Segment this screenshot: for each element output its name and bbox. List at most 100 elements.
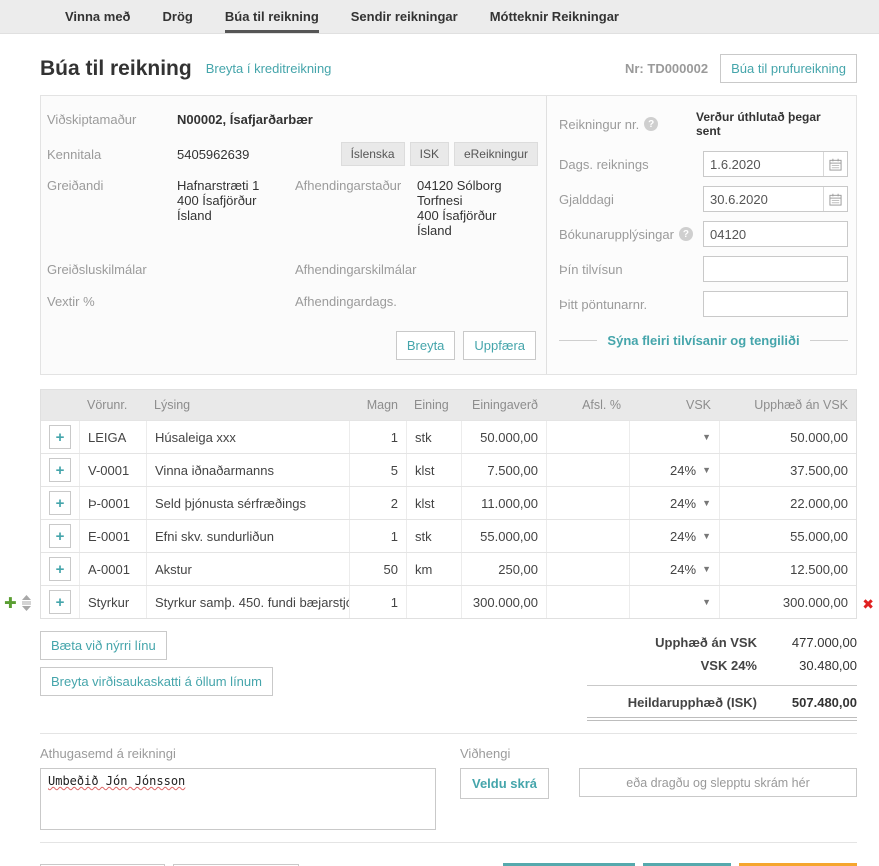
insert-row-icon[interactable]: ✚ (4, 594, 17, 612)
tab-motteknir-reikningar[interactable]: Mótteknir Reikningar (489, 9, 619, 24)
add-row-button[interactable]: + (49, 557, 71, 581)
add-row-button[interactable]: + (49, 524, 71, 548)
unit-price-cell[interactable]: 300.000,00 (461, 586, 546, 618)
vat-dropdown-caret-icon[interactable]: ▼ (702, 432, 711, 442)
vat-cell[interactable]: ▼ (629, 586, 719, 618)
unit-cell[interactable] (406, 586, 461, 618)
page-header: Búa til reikning Breyta í kreditreikning… (40, 54, 857, 83)
unit-cell[interactable]: stk (406, 421, 461, 453)
add-row-button[interactable]: + (49, 491, 71, 515)
save-draft-button[interactable]: Vista drög (643, 863, 731, 866)
quantity-cell[interactable]: 50 (349, 553, 406, 585)
description-cell[interactable]: Efni skv. sundurliðun (146, 520, 349, 552)
unit-price-cell[interactable]: 7.500,00 (461, 454, 546, 486)
vat-cell[interactable]: 24% ▼ (629, 520, 719, 552)
vat-cell[interactable]: 24% ▼ (629, 454, 719, 486)
choose-file-button[interactable]: Veldu skrá (460, 768, 550, 799)
description-cell[interactable]: Vinna iðnaðarmanns (146, 454, 349, 486)
item-no-cell[interactable]: E-0001 (79, 520, 146, 552)
quantity-cell[interactable]: 1 (349, 520, 406, 552)
your-order-no-input[interactable] (703, 291, 848, 317)
vat-dropdown-caret-icon[interactable]: ▼ (702, 531, 711, 541)
description-cell[interactable]: Styrkur samþ. 450. fundi bæjarstjórn (146, 586, 349, 618)
unit-price-cell[interactable]: 50.000,00 (461, 421, 546, 453)
add-row-button[interactable]: + (49, 590, 71, 614)
change-vat-all-lines-button[interactable]: Breyta virðisaukaskatti á öllum línum (40, 667, 273, 696)
invoice-date-calendar-icon[interactable] (823, 152, 847, 176)
unit-price-cell[interactable]: 250,00 (461, 553, 546, 585)
vat-dropdown-caret-icon[interactable]: ▼ (702, 597, 711, 607)
your-reference-input[interactable] (703, 256, 848, 282)
discount-cell[interactable] (546, 586, 629, 618)
comment-textarea[interactable]: Umbeðið Jón Jónsson (40, 768, 436, 830)
tab-drog[interactable]: Drög (162, 9, 193, 24)
description-cell[interactable]: Húsaleiga xxx (146, 421, 349, 453)
unit-price-cell[interactable]: 11.000,00 (461, 487, 546, 519)
change-to-credit-invoice-link[interactable]: Breyta í kreditreikning (205, 61, 332, 76)
drag-row-handle-icon[interactable] (21, 595, 32, 611)
delete-row-icon[interactable]: ✖ (862, 596, 874, 612)
quantity-cell[interactable]: 1 (349, 586, 406, 618)
vat-dropdown-caret-icon[interactable]: ▼ (702, 498, 711, 508)
add-row-button[interactable]: + (49, 458, 71, 482)
quantity-cell[interactable]: 2 (349, 487, 406, 519)
vat-cell[interactable]: ▼ (629, 421, 719, 453)
quantity-cell[interactable]: 1 (349, 421, 406, 453)
unit-price-cell[interactable]: 55.000,00 (461, 520, 546, 552)
vat-cell[interactable]: 24% ▼ (629, 487, 719, 519)
booking-info-help-icon[interactable]: ? (678, 227, 693, 241)
tab-sendir-reikningar[interactable]: Sendir reikningar (350, 9, 458, 24)
unit-cell[interactable]: stk (406, 520, 461, 552)
discount-cell[interactable] (546, 454, 629, 486)
header-unit-price: Einingaverð (471, 398, 538, 412)
vat-dropdown-caret-icon[interactable]: ▼ (702, 465, 711, 475)
discount-cell[interactable] (546, 487, 629, 519)
item-no-cell[interactable]: A-0001 (79, 553, 146, 585)
customer-value[interactable]: N00002, Ísafjarðarbær (177, 112, 313, 127)
your-order-no-label: Þitt pöntunarnr. (559, 296, 648, 312)
einvoice-badge[interactable]: eReikningur (453, 142, 538, 166)
header-amount: Upphæð án VSK (754, 398, 848, 412)
due-date-input[interactable]: 30.6.2020 (703, 186, 848, 212)
language-badge[interactable]: Íslenska (340, 142, 405, 166)
continue-button[interactable]: Halda áfram → (738, 863, 857, 866)
discount-cell[interactable] (546, 553, 629, 585)
item-no-cell[interactable]: V-0001 (79, 454, 146, 486)
discount-cell[interactable] (546, 520, 629, 552)
description-cell[interactable]: Seld þjónusta sérfræðings (146, 487, 349, 519)
unit-cell[interactable]: klst (406, 487, 461, 519)
edit-button[interactable]: Breyta (395, 331, 456, 360)
unit-cell[interactable]: km (406, 553, 461, 585)
amount-cell: 22.000,00 (719, 487, 856, 519)
quantity-cell[interactable]: 5 (349, 454, 406, 486)
vat-dropdown-caret-icon[interactable]: ▼ (702, 564, 711, 574)
description-cell[interactable]: Akstur (146, 553, 349, 585)
preview-invoice-button[interactable]: Forskoða reikning (173, 864, 299, 866)
tab-vinna-med[interactable]: Vinna með (65, 9, 131, 24)
invoice-date-label: Dags. reiknings (559, 156, 649, 172)
line-item-row: + Þ-0001 Seld þjónusta sérfræðings 2 kls… (41, 486, 856, 519)
vat-cell[interactable]: 24% ▼ (629, 553, 719, 585)
file-dropzone[interactable]: eða dragðu og slepptu skrám hér (579, 768, 857, 797)
new-invoice-button[interactable]: + Nýr reikningur (503, 863, 636, 866)
show-more-references-link[interactable]: Sýna fleiri tilvísanir og tengiliði (559, 333, 848, 348)
add-row-button[interactable]: + (49, 425, 71, 449)
header-item-no: Vörunr. (87, 398, 128, 412)
invoice-date-input[interactable]: 1.6.2020 (703, 151, 848, 177)
line-item-row: + LEIGA Húsaleiga xxx 1 stk 50.000,00 ▼ … (41, 420, 856, 453)
item-no-cell[interactable]: Þ-0001 (79, 487, 146, 519)
amount-cell: 55.000,00 (719, 520, 856, 552)
tab-bua-til-reikning[interactable]: Búa til reikning (224, 0, 319, 33)
currency-badge[interactable]: ISK (409, 142, 449, 166)
invoice-no-help-icon[interactable]: ? (644, 117, 659, 131)
update-button[interactable]: Uppfæra (463, 331, 536, 360)
due-date-calendar-icon[interactable] (823, 187, 847, 211)
item-no-cell[interactable]: Styrkur (79, 586, 146, 618)
create-test-invoice-button[interactable]: Búa til prufureikning (720, 54, 857, 83)
discount-cell[interactable] (546, 421, 629, 453)
unit-cell[interactable]: klst (406, 454, 461, 486)
item-no-cell[interactable]: LEIGA (79, 421, 146, 453)
booking-info-input[interactable]: 04120 (703, 221, 848, 247)
add-new-line-button[interactable]: Bæta við nýrri línu (40, 631, 167, 660)
remove-invoice-button[interactable]: Fjarlægja reikning (40, 864, 166, 866)
